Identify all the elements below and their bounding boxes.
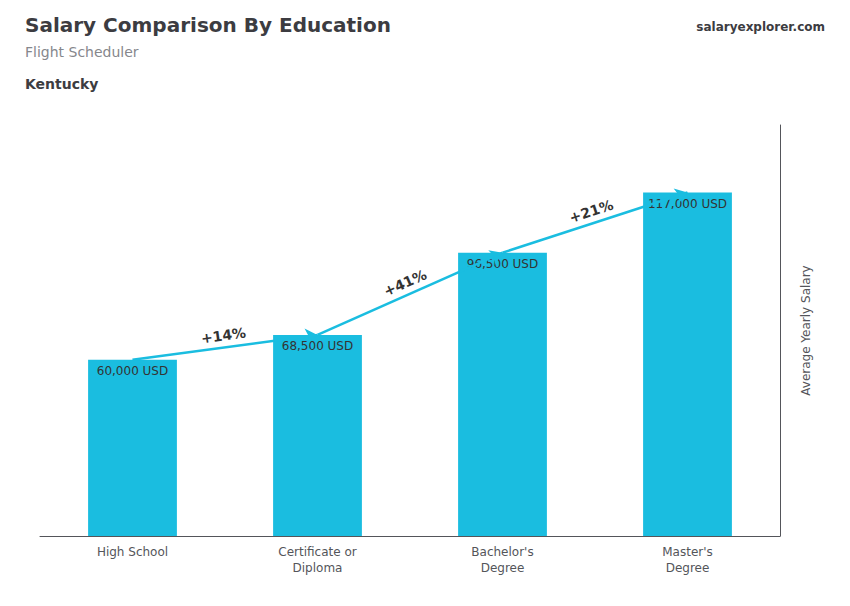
svg-text:Salary Comparison By Education: Salary Comparison By Education — [25, 13, 391, 37]
svg-text:Degree: Degree — [666, 561, 710, 575]
svg-text:Degree: Degree — [481, 561, 525, 575]
svg-text:Flight Scheduler: Flight Scheduler — [25, 44, 139, 60]
svg-text:+41%: +41% — [381, 266, 429, 299]
svg-text:Average Yearly Salary: Average Yearly Salary — [799, 265, 813, 395]
svg-text:Certificate or: Certificate or — [278, 545, 356, 559]
svg-text:Diploma: Diploma — [293, 561, 343, 575]
svg-text:Master's: Master's — [662, 545, 713, 559]
svg-text:+14%: +14% — [200, 325, 247, 347]
svg-text:96,500 USD: 96,500 USD — [466, 256, 539, 271]
svg-text:+21%: +21% — [567, 197, 615, 226]
svg-text:salaryexplorer.com: salaryexplorer.com — [696, 20, 825, 34]
svg-text:High School: High School — [97, 545, 168, 559]
svg-text:Kentucky: Kentucky — [25, 76, 98, 92]
svg-text:68,500 USD: 68,500 USD — [282, 339, 353, 353]
svg-text:60,000 USD: 60,000 USD — [97, 364, 168, 378]
svg-text:117,000 USD: 117,000 USD — [648, 197, 727, 211]
svg-text:Bachelor's: Bachelor's — [471, 545, 533, 559]
